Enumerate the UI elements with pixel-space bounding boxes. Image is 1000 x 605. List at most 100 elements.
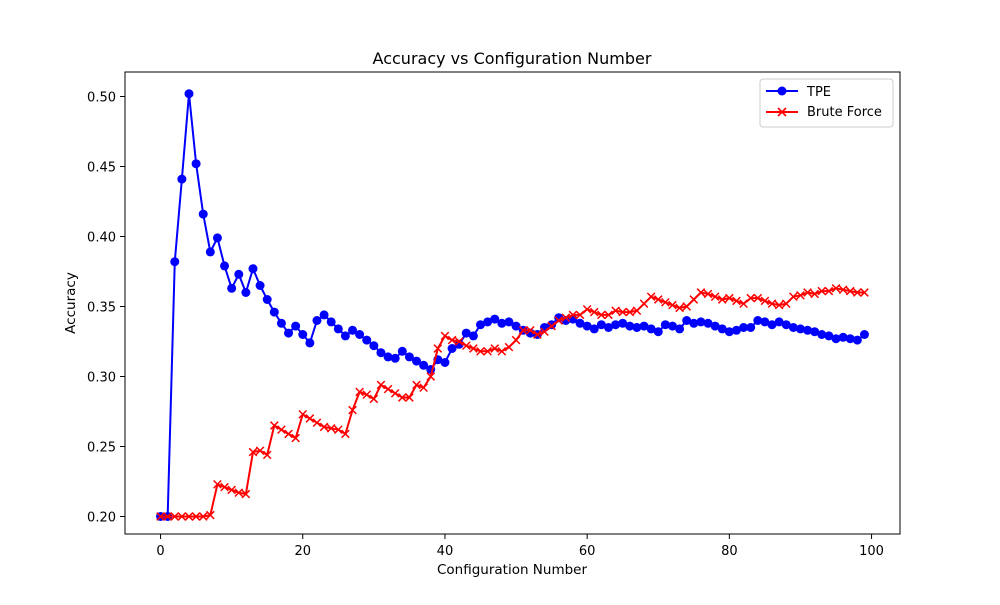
data-point-brute-force: [426, 372, 436, 381]
data-point-brute-force: [504, 342, 514, 352]
y-tick-label: 0.40: [87, 231, 116, 246]
y-tick-label: 0.50: [87, 91, 116, 106]
data-point-tpe: [248, 264, 258, 274]
data-point-brute-force: [796, 290, 805, 300]
data-point-brute-force: [575, 310, 585, 320]
data-point-tpe: [397, 346, 407, 356]
data-point-tpe: [689, 318, 699, 328]
data-point-brute-force: [646, 292, 656, 302]
data-point-tpe: [781, 320, 791, 330]
data-point-brute-force: [248, 447, 258, 457]
data-point-brute-force: [284, 429, 293, 439]
data-point-tpe: [212, 233, 222, 243]
data-point-tpe: [241, 288, 251, 297]
x-axis-ticks: 0 20 40 60 80 100: [156, 534, 884, 559]
data-point-brute-force: [213, 479, 222, 489]
data-point-brute-force: [611, 306, 620, 316]
data-point-brute-force: [156, 512, 165, 521]
data-point-brute-force: [525, 325, 535, 335]
data-point-tpe: [803, 325, 813, 335]
data-point-tpe: [298, 330, 308, 339]
data-point-tpe: [383, 352, 393, 362]
data-point-brute-force: [831, 283, 841, 293]
data-point-tpe: [838, 332, 848, 342]
y-tick-label: 0.30: [87, 371, 116, 386]
data-point-tpe: [810, 327, 820, 337]
data-point-brute-force: [469, 344, 478, 353]
data-point-brute-force: [568, 310, 578, 320]
data-point-tpe: [731, 325, 741, 335]
data-point-tpe: [269, 307, 279, 317]
axes-frame: [124, 71, 901, 535]
data-point-brute-force: [767, 299, 777, 309]
data-point-tpe: [198, 209, 208, 219]
data-point-tpe: [760, 317, 770, 327]
data-point-tpe: [191, 159, 201, 169]
data-point-tpe: [746, 323, 756, 332]
data-point-tpe: [390, 353, 400, 363]
data-point-tpe: [355, 330, 365, 339]
data-point-tpe: [817, 330, 827, 339]
data-point-brute-force: [454, 337, 464, 346]
data-point-tpe: [831, 334, 841, 344]
data-point-brute-force: [653, 295, 663, 304]
data-point-tpe: [312, 316, 322, 325]
data-point-brute-force: [703, 289, 713, 299]
data-point-tpe: [710, 321, 720, 331]
y-tick-label: 0.25: [87, 441, 116, 456]
data-point-tpe: [177, 174, 187, 184]
data-point-brute-force: [298, 409, 308, 419]
data-point-brute-force: [262, 450, 272, 460]
data-point-brute-force: [632, 306, 642, 316]
data-point-tpe: [305, 338, 315, 348]
data-point-brute-force: [348, 405, 357, 415]
y-axis-label: Accuracy: [63, 272, 79, 334]
data-point-tpe: [234, 269, 244, 279]
data-point-brute-force: [269, 421, 279, 430]
data-point-tpe: [319, 310, 329, 320]
data-point-brute-force: [753, 293, 763, 303]
data-point-tpe: [340, 331, 350, 341]
data-point-brute-force: [774, 300, 784, 310]
data-point-tpe: [291, 321, 301, 331]
legend-label-tpe: TPE: [806, 85, 831, 100]
data-point-brute-force: [582, 304, 592, 314]
data-point-brute-force: [205, 510, 215, 520]
data-point-brute-force: [781, 299, 791, 309]
data-point-brute-force: [483, 346, 492, 356]
data-point-tpe: [639, 321, 649, 331]
data-point-brute-force: [717, 295, 727, 304]
data-point-brute-force: [675, 303, 684, 313]
data-point-brute-force: [682, 302, 692, 311]
data-point-brute-force: [845, 286, 855, 296]
data-point-tpe: [276, 318, 286, 328]
data-point-tpe: [511, 321, 521, 331]
data-point-tpe: [660, 320, 670, 330]
data-point-brute-force: [412, 380, 421, 390]
data-point-tpe: [326, 317, 336, 327]
data-point-tpe: [170, 257, 180, 267]
data-point-brute-force: [789, 292, 798, 302]
data-point-tpe: [696, 317, 706, 327]
y-tick-label: 0.35: [87, 301, 116, 316]
chart-title: Accuracy vs Configuration Number: [373, 49, 652, 68]
legend-entry-brute-force: Brute Force: [766, 105, 882, 120]
data-point-brute-force: [440, 331, 450, 341]
data-point-brute-force: [461, 341, 471, 351]
data-point-tpe: [632, 323, 642, 332]
data-point-brute-force: [746, 293, 756, 303]
data-point-brute-force: [433, 344, 443, 353]
data-point-brute-force: [518, 325, 528, 335]
data-point-brute-force: [390, 388, 400, 398]
data-point-tpe: [739, 323, 749, 332]
data-point-brute-force: [220, 482, 229, 492]
data-point-tpe: [333, 324, 343, 334]
data-point-brute-force: [853, 288, 862, 297]
data-point-brute-force: [710, 292, 720, 302]
data-point-tpe: [774, 317, 784, 327]
data-point-tpe: [362, 335, 372, 345]
data-point-brute-force: [312, 418, 322, 428]
data-point-brute-force: [639, 299, 649, 309]
data-point-brute-force: [163, 512, 172, 521]
